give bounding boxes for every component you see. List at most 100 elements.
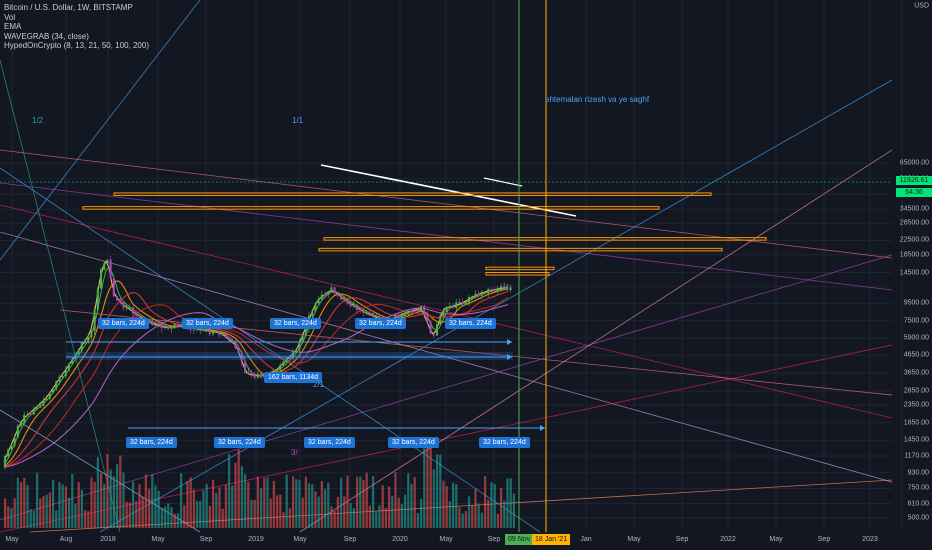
candle-body [480, 292, 483, 296]
trend-line [0, 409, 201, 533]
volume-bar [496, 513, 499, 528]
volume-bar [26, 484, 29, 528]
volume-bar [320, 480, 323, 528]
bar-count-label[interactable]: 32 bars, 224d [214, 437, 265, 448]
bar-count-label[interactable]: 32 bars, 224d [126, 437, 177, 448]
candle-body [132, 307, 134, 314]
price-tick-label: 18500.00 [899, 251, 929, 259]
volume-bar [164, 506, 167, 528]
time-tick-label: May [293, 536, 307, 543]
volume-bar [292, 476, 295, 528]
indicator-vol[interactable]: Vol [4, 12, 16, 22]
candle-body [490, 288, 493, 290]
volume-bar [186, 480, 189, 528]
trend-line [299, 149, 893, 533]
volume-bar [228, 453, 231, 528]
candle-body [61, 376, 64, 378]
candle-body [247, 372, 250, 374]
bar-count-label[interactable]: 32 bars, 224d [182, 318, 233, 329]
candle-body [199, 329, 202, 331]
indicator-hyped[interactable]: HypedOnCrypto (8, 13, 21, 50, 100, 200) [4, 41, 149, 50]
time-axis[interactable]: May Aug 2018 May Sep 2019 May Sep 2020 May Sep Jan M… [0, 532, 932, 550]
time-tick-label: Jan [580, 536, 592, 543]
candle-body [36, 407, 38, 410]
candle-body [416, 310, 419, 312]
candle-body [23, 415, 26, 424]
candle-body [372, 312, 374, 317]
indicator-wavegrab[interactable]: WAVEGRAB (34, close) [4, 31, 89, 41]
volume-bar [74, 503, 77, 528]
bar-count-label[interactable]: 32 bars, 224d [98, 318, 149, 329]
volume-bar [151, 474, 154, 528]
candle-body [368, 312, 371, 314]
candle-body [42, 400, 45, 406]
candle-body [52, 389, 54, 393]
volume-bar [231, 485, 234, 528]
candle-body [26, 414, 29, 416]
volume-bar [436, 454, 439, 528]
candle-body [128, 307, 131, 309]
volume-bar [173, 513, 176, 528]
volume-bar [493, 484, 496, 528]
volume-bar [487, 499, 490, 528]
volume-bar [346, 475, 349, 528]
bar-count-label[interactable]: 32 bars, 224d [270, 318, 321, 329]
volume-bar [512, 493, 515, 528]
bar-count-label[interactable]: 32 bars, 224d [304, 437, 355, 448]
volume-bar [196, 501, 199, 528]
volume-bar [20, 482, 23, 528]
volume-bar [314, 491, 317, 528]
volume-bar [71, 473, 74, 528]
volume-bar [397, 497, 400, 528]
bar-count-label[interactable]: 32 bars, 224d [355, 318, 406, 329]
time-tick-label: May [5, 536, 19, 543]
candle-body [503, 285, 506, 287]
candle-body [68, 363, 70, 371]
candle-body [439, 315, 442, 325]
volume-bars [4, 437, 515, 528]
indicator-ema[interactable]: EMA [4, 22, 22, 31]
candle-body [77, 350, 80, 356]
price-axis[interactable]: USD 65000.0052500.0042500.0034500.002850… [892, 0, 932, 532]
volume-bar [477, 503, 480, 528]
candle-body [157, 322, 160, 324]
annotation-note[interactable]: ehtemalan rizesh va ye saghf [545, 95, 650, 104]
symbol-title: Bitcoin / U.S. Dollar, 1W, BITSTAMP [4, 3, 133, 12]
candle-body [167, 326, 170, 330]
candle-body [477, 293, 480, 296]
candle-body [397, 314, 400, 319]
candle-body [48, 392, 51, 399]
arrow-head [540, 425, 545, 431]
resistance-zone [323, 237, 767, 241]
volume-bar [212, 479, 215, 528]
volume-bar [509, 478, 512, 528]
candle-body [343, 298, 346, 300]
resistance-zones [82, 192, 767, 276]
time-tick-label: Sep [343, 536, 357, 543]
volume-bar [170, 507, 173, 528]
bar-count-label[interactable]: 32 bars, 224d [445, 318, 496, 329]
bar-measure-arrows [66, 339, 545, 431]
arrow-head [507, 339, 512, 345]
volume-bar [45, 494, 48, 528]
candle-body [349, 303, 352, 307]
candle-body [32, 409, 35, 415]
volume-bar [240, 466, 243, 528]
bar-count-label[interactable]: 32 bars, 224d [388, 437, 439, 448]
volume-bar [327, 482, 330, 528]
candle-body [333, 287, 336, 294]
candle-body [461, 302, 464, 305]
volume-bar [77, 482, 80, 528]
axis-unit: USD [914, 2, 929, 10]
candle-body [378, 315, 381, 317]
volume-bar [330, 506, 333, 528]
volume-bar [96, 457, 99, 528]
bar-count-label-total[interactable]: 162 bars, 1134d [264, 372, 323, 383]
volume-bar [32, 510, 35, 528]
bar-count-label[interactable]: 32 bars, 224d [479, 437, 530, 448]
candle-body [192, 329, 195, 331]
price-tick-label: 1450.00 [903, 436, 929, 444]
candle-body [221, 333, 224, 336]
candle-body [317, 299, 320, 304]
